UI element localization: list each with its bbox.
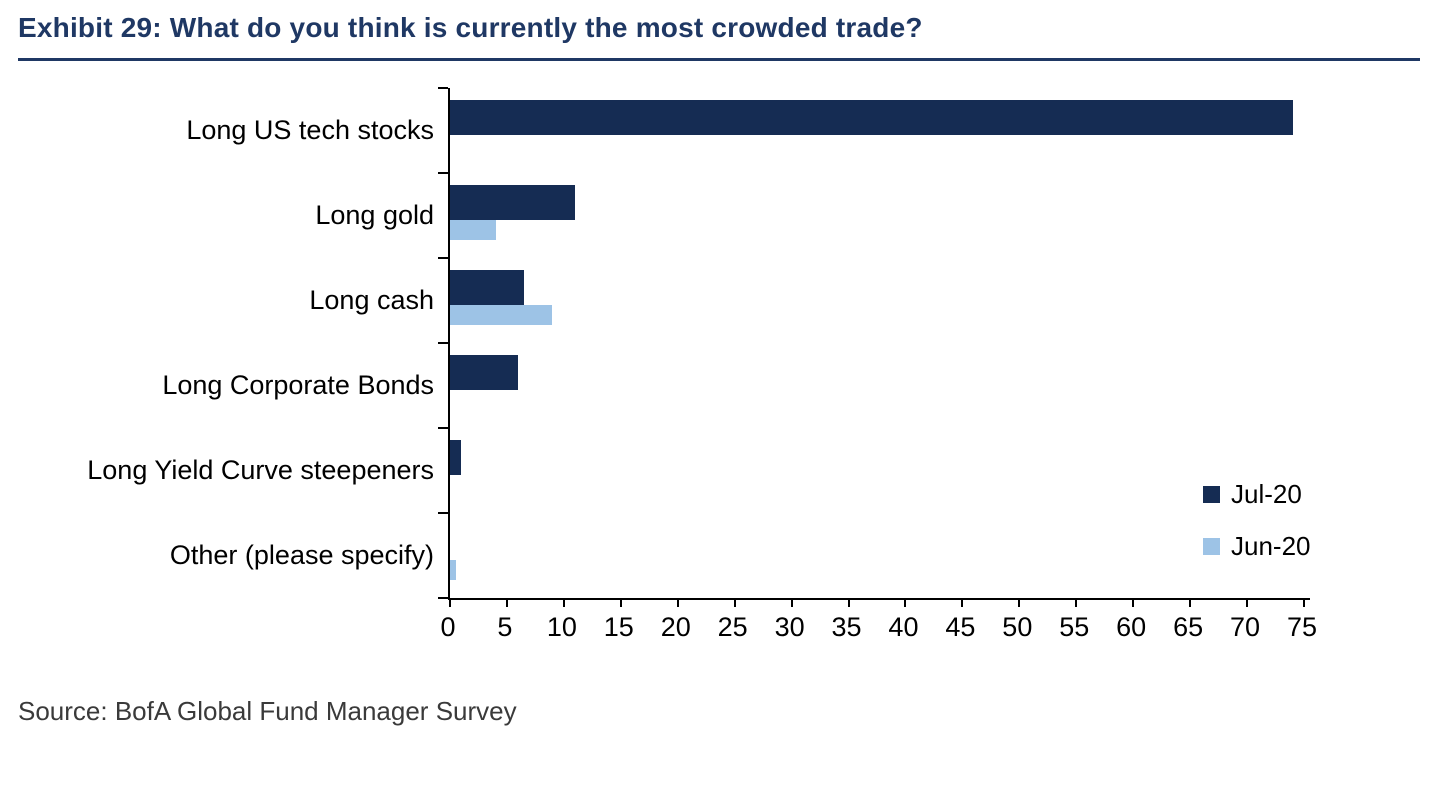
x-axis-tick (1246, 598, 1249, 607)
category-label: Long US tech stocks (186, 115, 434, 145)
y-axis-tick (438, 597, 448, 599)
x-axis-tick (790, 598, 793, 607)
x-axis-tick-label: 15 (603, 612, 634, 642)
x-axis-tick-label: 45 (945, 612, 976, 642)
x-axis-tick (961, 598, 964, 607)
y-axis-tick (438, 512, 448, 514)
category-labels: Long US tech stocks Long gold Long cash Lon… (0, 88, 434, 598)
x-axis-tick-label: 30 (774, 612, 805, 642)
x-axis-tick-label: 0 (440, 612, 456, 642)
category-label: Long cash (309, 285, 434, 315)
x-axis-tick-label: 35 (831, 612, 862, 642)
category-label: Long Corporate Bonds (162, 370, 434, 400)
x-axis-tick (1075, 598, 1078, 607)
bar-jul-20-category-2 (450, 270, 524, 305)
x-axis-tick (676, 598, 679, 607)
y-axis-tick (438, 257, 448, 259)
x-axis-tick (1132, 598, 1135, 607)
x-axis-tick (449, 598, 451, 607)
exhibit-title: Exhibit 29: What do you think is current… (18, 12, 923, 43)
x-axis-tick-label: 5 (497, 612, 513, 642)
x-axis-tick-label: 60 (1116, 612, 1147, 642)
bar-jun-20-category-2 (450, 305, 553, 325)
x-axis-tick-label: 65 (1173, 612, 1204, 642)
x-axis-tick-label: 20 (660, 612, 691, 642)
x-axis-tick (562, 598, 565, 607)
y-axis-tick (438, 342, 448, 344)
x-axis-tick (1018, 598, 1021, 607)
legend-swatch-jun-20 (1203, 537, 1220, 555)
category-label: Long gold (315, 200, 434, 230)
x-axis-tick (1189, 598, 1192, 607)
y-axis-tick (438, 87, 448, 89)
legend: Jul-20 Jun-20 (1203, 478, 1311, 584)
title-divider (18, 58, 1420, 61)
bar-jul-20-category-3 (450, 355, 519, 390)
y-axis-tick (438, 172, 448, 174)
x-axis-labels: 0 5 10 15 20 25 30 35 40 45 50 55 60 65 70 75 (0, 612, 1438, 646)
x-axis-tick-label: 50 (1002, 612, 1033, 642)
category-label: Other (please specify) (169, 540, 434, 570)
legend-label-jul-20: Jul-20 (1231, 478, 1302, 509)
x-axis-tick-label: 70 (1230, 612, 1261, 642)
bar-jun-20-category-5 (450, 560, 456, 580)
bar-chart: Long US tech stocks Long gold Long cash Lon… (0, 87, 1438, 607)
legend-item-jun-20: Jun-20 (1203, 530, 1311, 561)
x-axis-tick-label: 75 (1286, 612, 1318, 642)
legend-label-jun-20: Jun-20 (1231, 530, 1311, 561)
x-axis-tick-label: 55 (1059, 612, 1090, 642)
bar-jul-20-category-4 (450, 440, 462, 475)
category-label: Long Yield Curve steepeners (87, 455, 434, 485)
bar-jun-20-category-1 (450, 220, 496, 240)
bar-jul-20-category-1 (450, 185, 576, 220)
x-axis-tick (505, 598, 508, 607)
x-axis-tick (1303, 598, 1305, 607)
legend-item-jul-20: Jul-20 (1203, 478, 1311, 509)
x-axis-tick (619, 598, 622, 607)
legend-swatch-jul-20 (1203, 485, 1220, 503)
y-axis-tick (438, 427, 448, 429)
source-text: Source: BofA Global Fund Manager Survey (18, 696, 517, 726)
x-axis-tick-label: 25 (717, 612, 748, 642)
x-axis-tick (847, 598, 850, 607)
plot-area (438, 87, 1310, 607)
x-axis-tick (733, 598, 736, 607)
x-axis-tick-label: 40 (888, 612, 919, 642)
bar-jul-20-category-0 (450, 100, 1293, 135)
x-axis-tick (904, 598, 907, 607)
x-axis-tick-label: 10 (546, 612, 577, 642)
